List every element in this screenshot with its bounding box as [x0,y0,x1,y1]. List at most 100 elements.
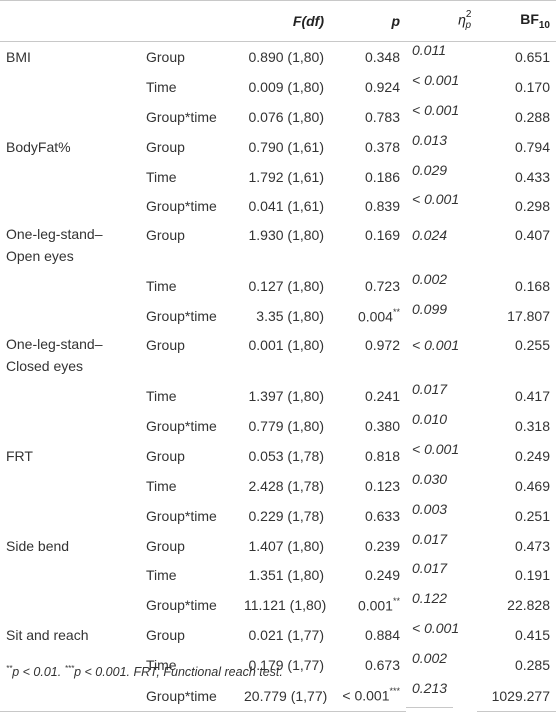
cell-measure [0,590,140,620]
cell-effect: Group*time [146,108,217,125]
cell-bf10: 17.807 [507,308,550,325]
cell-measure: BodyFat% [6,138,71,155]
eta-symbol: η2p [458,8,472,32]
cell-measure [0,471,140,501]
cell-eta-squared: 0.010 [412,411,448,428]
significance-marker: ** [392,595,400,606]
table-row: Group*time 3.35 (1,80) 0.004** 0.099 17.807 [0,301,556,331]
cell-p: 0.380 [364,417,400,434]
cell-p: 0.186 [364,168,400,185]
cell-effect: Group [146,537,185,554]
header-eta-squared: η2p [406,0,477,42]
cell-eta-squared: 0.122 [412,590,448,607]
cell-f-df: 0.790 (1,61) [248,138,325,155]
table-body: BMI Group 0.890 (1,80) 0.348 0.011 0.651 Time 0… [0,42,556,712]
header-measure [0,0,140,42]
cell-effect: Group*time [146,597,217,614]
cell-bf10: 0.318 [514,417,550,434]
cell-bf10: 0.433 [514,168,550,185]
cell-p: 0.884 [364,627,400,644]
cell-f-df: 0.001 (1,80) [248,337,325,354]
cell-f-df: 2.428 (1,78) [248,477,325,494]
cell-effect: Time [146,168,177,185]
cell-measure [0,560,140,590]
cell-p: 0.239 [364,537,400,554]
cell-f-df: 1.397 (1,80) [248,388,325,405]
significance-marker: *** [389,686,400,697]
cell-f-df: 1.792 (1,61) [248,168,325,185]
significance-marker: ** [392,306,400,317]
cell-measure: BMI [6,49,31,65]
cell-bf10: 0.285 [514,657,550,674]
cell-bf10: 0.407 [514,227,550,244]
cell-measure: FRT [6,447,33,464]
cell-f-df: 1.351 (1,80) [248,567,325,584]
cell-p: 0.972 [364,337,400,354]
cell-measure [0,411,140,441]
table-row: Group*time 11.121 (1,80) 0.001** 0.122 22.82… [0,590,556,620]
cell-p: 0.723 [364,278,400,295]
cell-effect: Group [146,138,185,155]
cell-measure [0,72,140,102]
cell-bf10: 0.298 [514,198,550,215]
cell-eta-squared: 0.002 [412,271,448,288]
cell-p: 0.241 [364,388,400,405]
cell-f-df: 3.35 (1,80) [256,308,324,325]
table-row: Side bend Group 1.407 (1,80) 0.239 0.017 0.47… [0,531,556,561]
cell-eta-squared: 0.024 [412,227,448,244]
cell-eta-squared: < 0.001 [412,440,460,457]
cell-bf10: 0.255 [514,337,550,354]
cell-eta-squared: 0.213 [406,680,454,709]
cell-effect: Time [146,78,177,95]
cell-bf10: 0.249 [514,447,550,464]
table-row: Group*time 0.229 (1,78) 0.633 0.003 0.251 [0,501,556,531]
cell-eta-squared: 0.013 [412,131,448,148]
cell-p: 0.673 [364,657,400,674]
cell-f-df: 0.890 (1,80) [248,48,325,65]
cell-eta-squared: < 0.001 [412,337,460,354]
cell-bf10: 0.168 [514,278,550,295]
cell-f-df: 1.407 (1,80) [248,537,325,554]
cell-p: 0.004** [357,306,400,325]
cell-effect: Time [146,388,177,405]
cell-eta-squared: < 0.001 [412,101,460,118]
cell-f-df: 0.041 (1,61) [248,198,325,215]
cell-eta-squared: 0.030 [412,470,448,487]
table-footnote: **p < 0.01. ***p < 0.001. FRT, Functiona… [6,664,283,680]
cell-effect: Group*time [146,308,217,325]
table-row: Time 0.009 (1,80) 0.924 < 0.001 0.170 [0,72,556,102]
table-row: Time 0.127 (1,80) 0.723 0.002 0.168 [0,271,556,301]
cell-eta-squared: 0.017 [412,560,448,577]
cell-bf10: 0.415 [514,627,550,644]
table-row: Group*time 0.779 (1,80) 0.380 0.010 0.318 [0,411,556,441]
table-row: FRT Group 0.053 (1,78) 0.818 < 0.001 0.249 [0,441,556,471]
cell-eta-squared: < 0.001 [412,191,460,208]
table-row: BMI Group 0.890 (1,80) 0.348 0.011 0.651 [0,42,556,72]
cell-effect: Group [146,227,185,244]
table-row: Time 1.792 (1,61) 0.186 0.029 0.433 [0,162,556,192]
cell-f-df: 0.021 (1,77) [248,627,325,644]
cell-effect: Group*time [146,507,217,524]
cell-p: 0.249 [364,567,400,584]
cell-p: 0.839 [364,198,400,215]
table-row: One-leg-stand–Closed eyes Group 0.001 (1,8… [0,331,556,381]
cell-bf10: 0.288 [514,108,550,125]
cell-measure [0,191,140,221]
cell-effect: Time [146,657,177,674]
cell-p: 0.378 [364,138,400,155]
cell-measure: One-leg-stand–Closed eyes [6,336,103,375]
cell-measure [0,102,140,132]
cell-effect: Group [146,48,185,65]
cell-measure [0,162,140,192]
cell-bf10: 0.251 [514,507,550,524]
cell-f-df: 0.053 (1,78) [248,447,325,464]
table-row: Sit and reach Group 0.021 (1,77) 0.884 < 0.0… [0,620,556,650]
header-effect [140,0,238,42]
table-row: Time 0.179 (1,77) 0.673 0.002 0.285 [0,650,556,680]
cell-f-df: 0.779 (1,80) [248,417,325,434]
cell-p: 0.348 [364,48,400,65]
cell-measure: One-leg-stand–Open eyes [6,226,103,265]
cell-eta-squared: 0.029 [412,161,448,178]
header-f-df: F(df) [238,0,330,42]
